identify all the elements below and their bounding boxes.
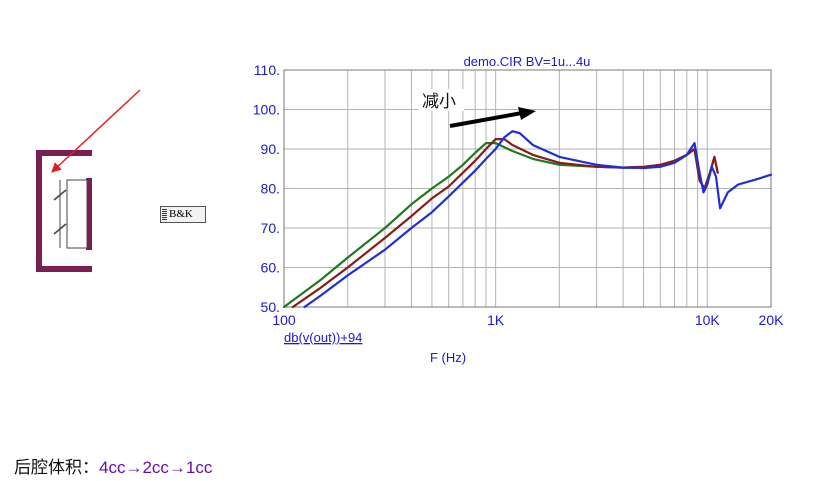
x-tick-label: 10K <box>695 312 721 328</box>
footer-lead: 后腔体积： <box>14 458 99 478</box>
y-tick-label: 80. <box>261 181 280 197</box>
annotation-arrow-shaft <box>449 111 523 128</box>
footer-caption: 后腔体积：4cc→2cc→1cc <box>14 453 212 478</box>
annotation-arrow-head <box>518 107 536 120</box>
driver-element <box>66 179 88 249</box>
plot-frame <box>283 69 772 308</box>
frequency-response-chart: 50. 60. 70. 80. 90. 100. 110. 100 1K 10K 20K demo… <box>253 54 784 365</box>
x-tick-label: 20K <box>759 312 785 328</box>
x-tick-label: 1K <box>487 312 505 328</box>
chart-grid <box>283 69 772 308</box>
chart-title: demo.CIR BV=1u...4u <box>464 54 591 69</box>
y-tick-label: 60. <box>261 260 280 276</box>
y-tick-label: 100. <box>253 102 280 118</box>
footer-flow: 4cc→2cc→1cc <box>99 458 213 477</box>
bk-device-label: B&K <box>160 206 206 223</box>
series-line-2 <box>291 138 719 309</box>
y-tick-label: 90. <box>261 141 280 157</box>
x-tick-labels: 100 1K 10K 20K <box>272 312 784 328</box>
enclosure-diagram <box>36 150 93 272</box>
diaphragm-mark-lower <box>53 223 67 235</box>
annotation-label: 减小 <box>422 92 456 112</box>
y-axis-label: db(v(out))+94 <box>284 330 362 345</box>
series-line-3 <box>303 130 773 309</box>
x-axis-label: F (Hz) <box>430 350 466 365</box>
y-tick-label: 70. <box>261 220 280 236</box>
series-layer <box>282 130 773 309</box>
enclosure-port-lower <box>85 250 93 266</box>
diaphragm-mark-upper <box>53 189 67 201</box>
pointer-arrow <box>51 89 141 173</box>
x-tick-label: 100 <box>272 312 296 328</box>
bk-text: B&K <box>169 208 193 220</box>
y-tick-labels: 50. 60. 70. 80. 90. 100. 110. <box>253 62 280 315</box>
y-tick-label: 50. <box>261 299 280 315</box>
annotation-backdrop <box>418 89 464 111</box>
y-tick-label: 110. <box>254 62 280 78</box>
bk-bars-icon <box>162 209 167 220</box>
enclosure-port-upper <box>85 156 93 178</box>
